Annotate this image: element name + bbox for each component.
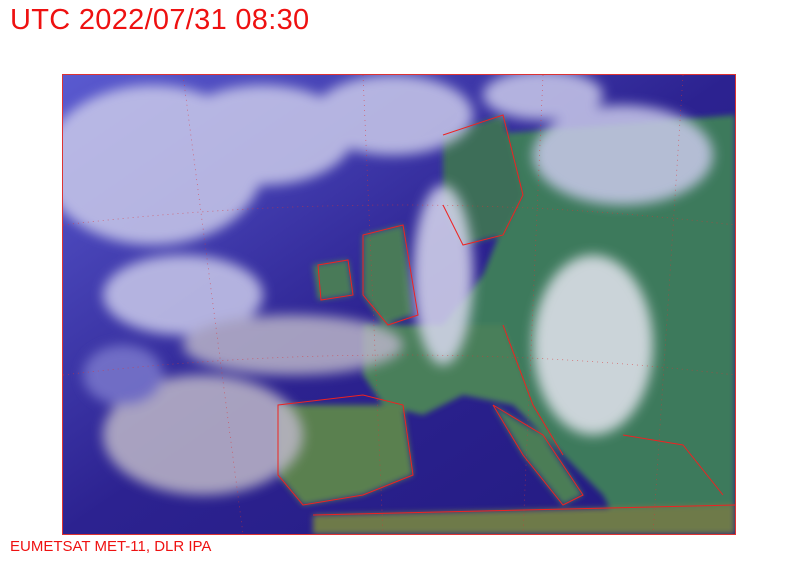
image-credit: EUMETSAT MET-11, DLR IPA xyxy=(10,538,212,555)
cloud-cover xyxy=(43,70,713,495)
satellite-image xyxy=(43,70,736,535)
graticule xyxy=(62,74,736,535)
timestamp-title: UTC 2022/07/31 08:30 xyxy=(10,4,310,36)
satellite-map xyxy=(43,70,736,535)
